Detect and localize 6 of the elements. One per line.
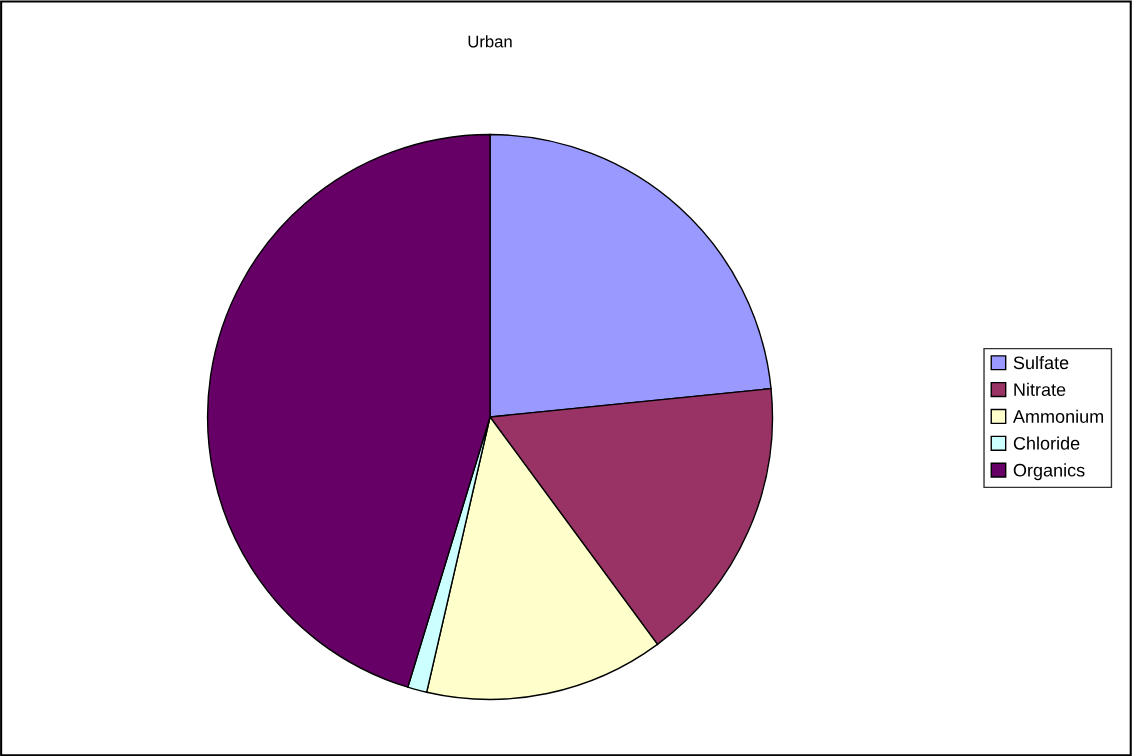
- legend-label: Organics: [1013, 463, 1085, 481]
- chart-title: Urban: [468, 35, 512, 48]
- legend-label: Sulfate: [1013, 355, 1069, 370]
- legend-label: Chloride: [1013, 436, 1080, 450]
- legend-label: Ammonium: [1012, 409, 1104, 423]
- legend-label: Nitrate: [1014, 382, 1066, 397]
